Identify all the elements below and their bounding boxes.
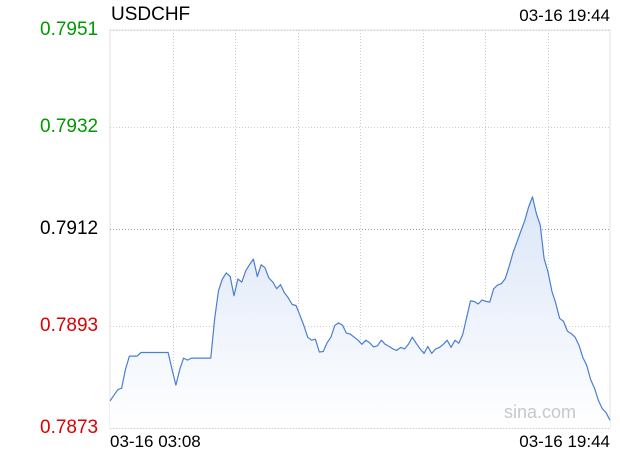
x-tick-label: 03-16 19:44: [519, 432, 610, 451]
y-tick-label: 0.7951: [40, 19, 99, 40]
watermark: sina.com: [504, 402, 577, 422]
price-area-fill: [110, 196, 610, 428]
y-tick-label: 0.7932: [40, 115, 99, 137]
timestamp: 03-16 19:44: [519, 6, 610, 25]
y-tick-label: 0.7912: [40, 218, 99, 239]
chart-title: USDCHF: [111, 4, 191, 25]
y-tick-label: 0.7873: [40, 417, 99, 438]
price-series-line: [109, 196, 611, 421]
x-tick-label: 03-16 03:08: [110, 432, 201, 451]
y-tick-label: 0.7893: [40, 314, 99, 336]
